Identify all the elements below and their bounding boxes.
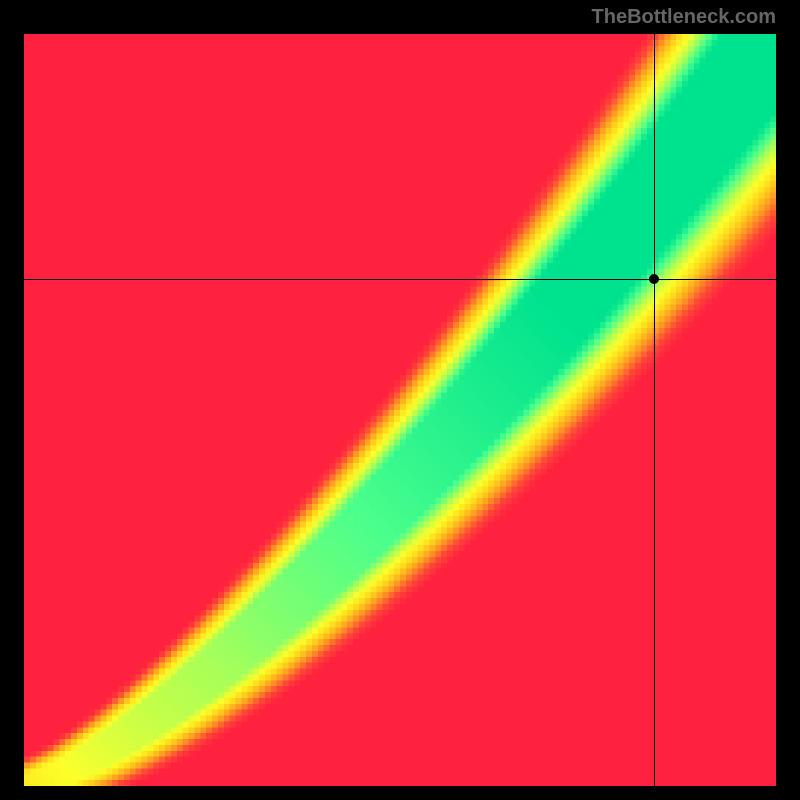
heatmap-canvas [24, 34, 776, 786]
crosshair-vertical [654, 34, 655, 786]
watermark-text: TheBottleneck.com [592, 6, 776, 29]
crosshair-marker [649, 274, 659, 284]
bottleneck-heatmap [24, 34, 776, 786]
crosshair-horizontal [24, 279, 776, 280]
